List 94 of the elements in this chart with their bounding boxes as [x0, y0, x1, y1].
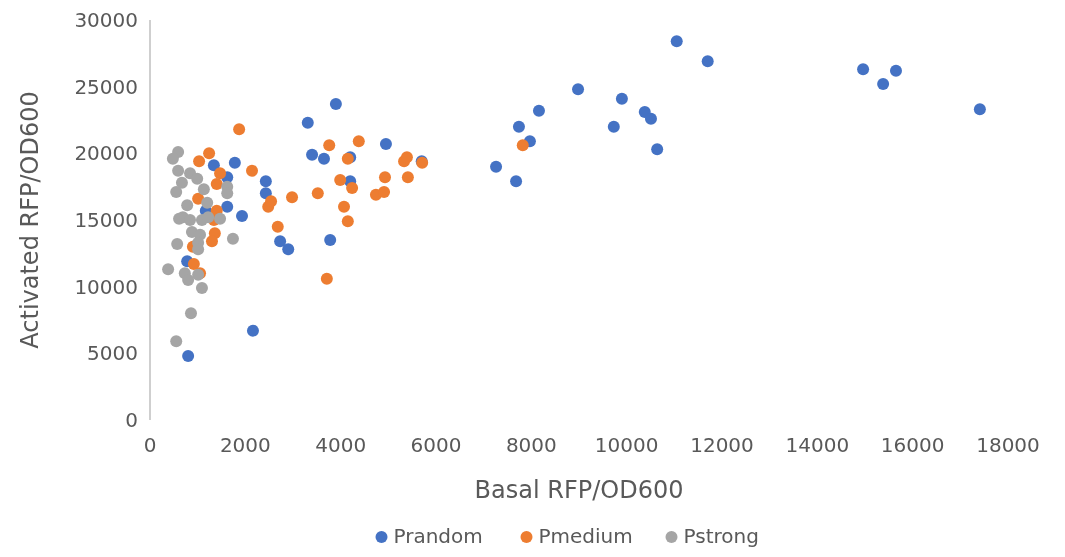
point: [166, 152, 179, 165]
point: [259, 175, 272, 188]
point: [191, 172, 204, 185]
point: [233, 123, 246, 136]
y-tick-label: 15000: [74, 208, 138, 232]
point: [341, 215, 354, 228]
x-tick-label: 16000: [880, 433, 945, 457]
x-tick-label: 8000: [505, 433, 557, 457]
y-axis-title: Activated RFP/OD600: [16, 91, 44, 349]
point: [182, 350, 195, 362]
x-tick-label: 0: [143, 433, 157, 457]
point: [701, 55, 714, 68]
point: [226, 232, 239, 245]
point: [512, 120, 525, 133]
point: [670, 35, 683, 48]
x-axis-title: Basal RFP/OD600: [474, 476, 684, 504]
point: [615, 92, 628, 105]
point: [532, 104, 545, 117]
point: [265, 195, 278, 208]
point: [286, 191, 299, 204]
point: [400, 151, 413, 164]
y-tick-label: 20000: [74, 141, 138, 166]
point: [572, 83, 585, 96]
point: [246, 164, 259, 177]
point: [877, 78, 890, 90]
point: [644, 112, 657, 125]
point: [202, 211, 215, 224]
x-tick-label: 18000: [976, 433, 1040, 457]
point: [195, 282, 208, 294]
x-tick-label: 2000: [219, 433, 271, 457]
point: [378, 186, 391, 198]
point: [182, 274, 195, 286]
point: [187, 258, 200, 270]
point: [214, 167, 227, 180]
x-tick-label: 4000: [315, 433, 367, 457]
point: [311, 187, 324, 200]
point: [205, 235, 218, 248]
legend-label: Pmedium: [538, 524, 633, 548]
x-tick-label: 6000: [410, 433, 462, 457]
y-tick-label: 25000: [74, 74, 138, 99]
point: [651, 143, 664, 156]
point: [510, 175, 523, 188]
point: [324, 234, 337, 246]
y-tick-label: 30000: [74, 8, 138, 32]
point: [170, 186, 183, 198]
point: [274, 235, 287, 248]
point: [379, 138, 392, 150]
point: [323, 139, 336, 152]
point: [171, 238, 184, 250]
point: [346, 182, 359, 194]
x-tick-label: 10000: [594, 433, 659, 457]
point: [175, 176, 188, 189]
point: [197, 183, 210, 196]
x-tick-label: 14000: [785, 433, 850, 457]
point: [379, 171, 391, 184]
point: [184, 307, 197, 320]
point: [338, 200, 350, 213]
point: [352, 135, 365, 148]
point: [207, 159, 220, 172]
point: [282, 243, 295, 256]
legend-label: Prandom: [393, 524, 483, 548]
point: [184, 214, 197, 226]
point: [228, 156, 241, 169]
point: [329, 98, 342, 110]
point: [857, 63, 870, 76]
point: [607, 120, 620, 133]
point: [193, 155, 206, 168]
point: [221, 200, 234, 213]
point: [210, 178, 223, 190]
point: [162, 263, 175, 276]
point: [301, 116, 314, 129]
point: [320, 272, 333, 285]
point: [516, 139, 529, 152]
point: [246, 324, 259, 337]
point: [181, 199, 194, 212]
point: [889, 64, 902, 77]
point: [973, 103, 986, 116]
point: [490, 160, 503, 173]
point: [317, 152, 330, 165]
point: [170, 335, 183, 348]
y-tick-label: 0: [125, 408, 138, 432]
point: [401, 171, 414, 184]
y-tick-label: 10000: [74, 274, 138, 299]
point: [201, 196, 214, 209]
point: [334, 174, 347, 186]
point: [214, 212, 227, 225]
point: [172, 164, 185, 177]
x-tick-label: 12000: [690, 433, 754, 457]
point: [271, 220, 284, 233]
point: [236, 210, 248, 222]
y-tick-label: 5000: [87, 341, 138, 366]
point: [306, 148, 319, 161]
legend-label: Pstrong: [683, 524, 759, 548]
point: [203, 147, 216, 160]
